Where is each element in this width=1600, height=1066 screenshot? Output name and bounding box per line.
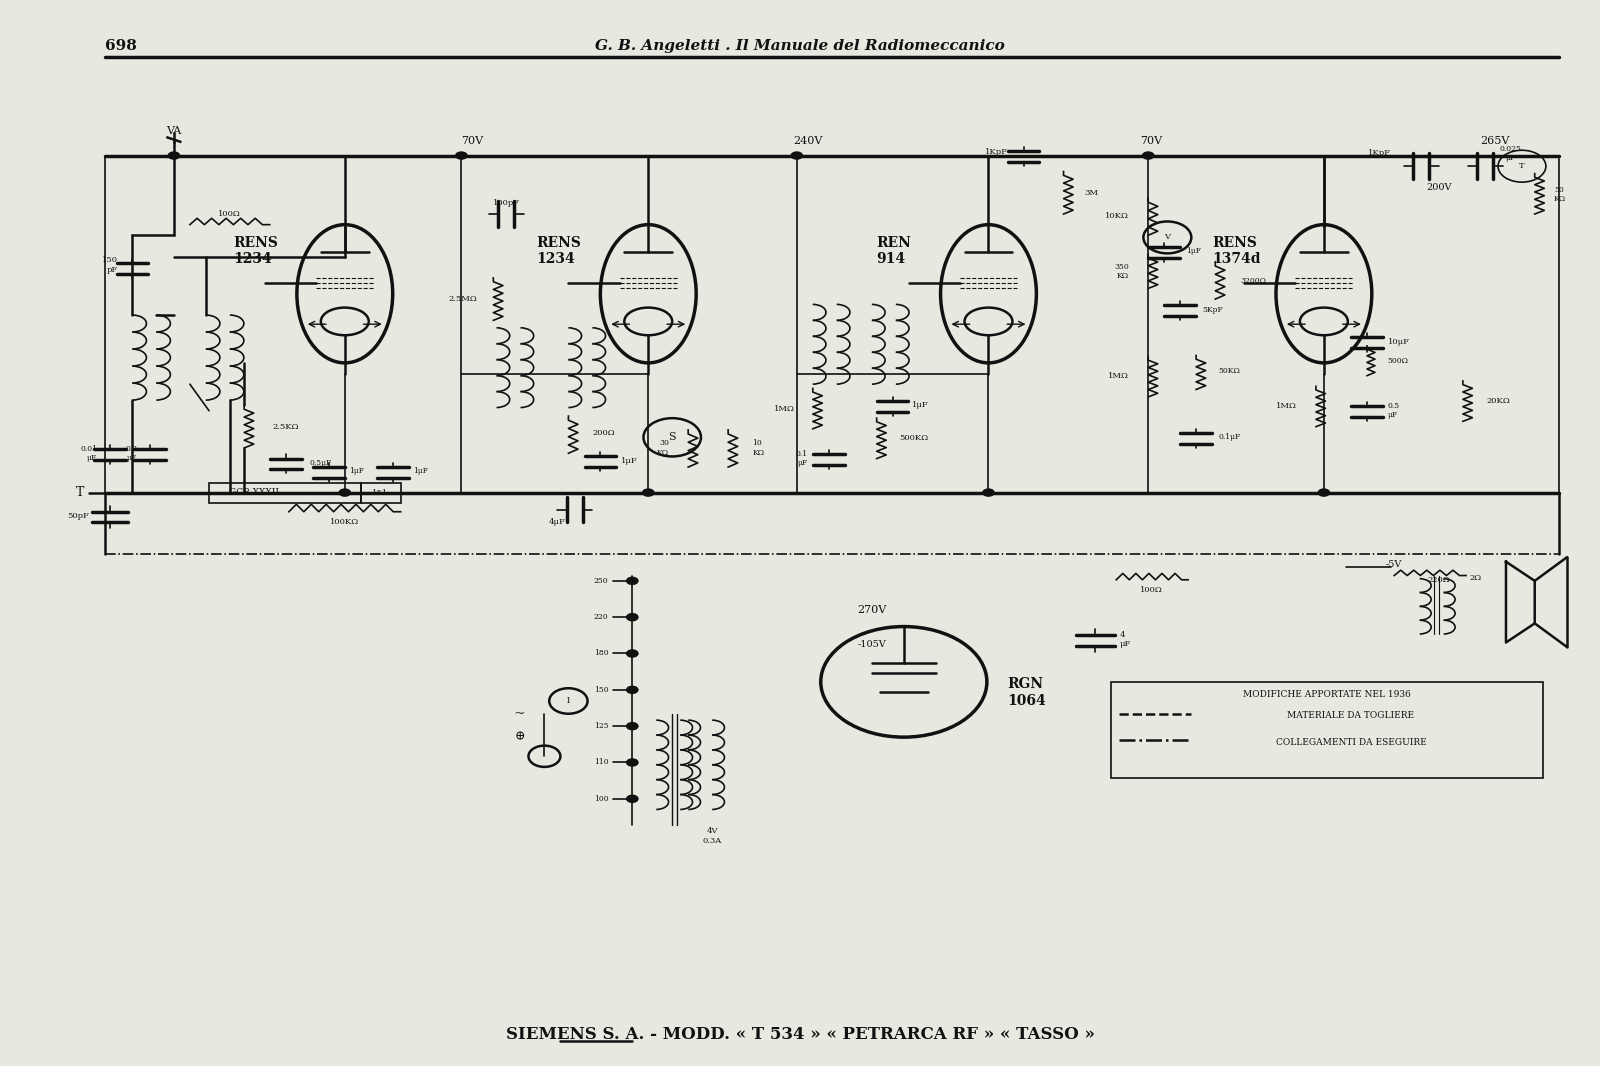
Text: 2Ω: 2Ω [1469, 574, 1482, 582]
Text: 5KpF: 5KpF [1203, 306, 1224, 313]
Text: -105V: -105V [858, 641, 886, 649]
Circle shape [626, 794, 638, 803]
Text: 100KΩ: 100KΩ [330, 518, 360, 527]
Text: 250: 250 [594, 577, 608, 585]
Text: RENS
1234: RENS 1234 [536, 237, 581, 266]
Circle shape [626, 613, 638, 621]
Text: 0.5
μF: 0.5 μF [1387, 402, 1400, 419]
Bar [360, 483, 400, 503]
Text: 1MΩ: 1MΩ [774, 405, 795, 413]
Text: VA: VA [166, 126, 181, 136]
Text: RGN
1064: RGN 1064 [1008, 677, 1046, 708]
Text: 3M: 3M [1085, 189, 1098, 197]
Text: 110: 110 [594, 759, 608, 766]
Text: 1KpF: 1KpF [1368, 149, 1390, 158]
Text: 270V: 270V [858, 604, 886, 615]
Text: ~: ~ [514, 707, 525, 721]
Text: 2.5MΩ: 2.5MΩ [448, 295, 477, 303]
Circle shape [1142, 151, 1155, 160]
Text: GCB XXXII: GCB XXXII [229, 488, 278, 497]
Text: 10KΩ: 10KΩ [1106, 212, 1130, 221]
Text: SIEMENS S. A. - MODD. « T 534 » « PETRARCA RF » « TASSO »: SIEMENS S. A. - MODD. « T 534 » « PETRAR… [506, 1027, 1094, 1044]
Text: 70V: 70V [461, 135, 483, 146]
Circle shape [982, 488, 995, 497]
Text: 1μF: 1μF [912, 402, 928, 409]
Text: G. B. Angeletti . Il Manuale del Radiomeccanico: G. B. Angeletti . Il Manuale del Radiome… [595, 39, 1005, 53]
Text: 4
μF: 4 μF [1120, 631, 1131, 648]
Text: COLLEGAMENTI DA ESEGUIRE: COLLEGAMENTI DA ESEGUIRE [1275, 738, 1427, 747]
Text: 20KΩ: 20KΩ [1486, 398, 1510, 405]
Text: 50KΩ: 50KΩ [1219, 368, 1240, 375]
Text: 1KpF: 1KpF [984, 148, 1008, 157]
Text: 151: 151 [371, 488, 387, 497]
Text: 1MΩ: 1MΩ [1109, 372, 1130, 379]
Circle shape [626, 685, 638, 694]
Text: ⊕: ⊕ [515, 730, 525, 744]
Text: 1μF: 1μF [349, 467, 365, 475]
Text: V: V [1165, 233, 1170, 241]
Text: 100pF: 100pF [493, 199, 520, 208]
Text: 4V
0.3A: 4V 0.3A [702, 827, 722, 844]
Text: REN
914: REN 914 [877, 237, 912, 266]
Bar [1112, 682, 1542, 777]
Circle shape [168, 151, 181, 160]
Text: 100Ω: 100Ω [1141, 586, 1163, 595]
Text: 10
KΩ: 10 KΩ [752, 439, 765, 456]
Text: MATERIALE DA TOGLIERE: MATERIALE DA TOGLIERE [1288, 711, 1414, 721]
Text: 0.01
μF: 0.01 μF [80, 445, 98, 462]
Circle shape [454, 151, 467, 160]
Circle shape [626, 758, 638, 766]
Text: 0.5μF: 0.5μF [310, 458, 331, 467]
Text: 10μF: 10μF [1387, 338, 1410, 345]
Circle shape [626, 722, 638, 730]
Text: 150: 150 [594, 685, 608, 694]
Text: 100: 100 [594, 795, 608, 803]
Circle shape [339, 488, 350, 497]
Text: 0.1μF: 0.1μF [1219, 433, 1240, 441]
Text: 1MΩ: 1MΩ [1275, 403, 1296, 410]
Text: 50
KΩ: 50 KΩ [1554, 187, 1566, 204]
Text: 0.1
μF: 0.1 μF [795, 450, 808, 467]
Text: 30
KΩ: 30 KΩ [658, 439, 669, 456]
Text: MODIFICHE APPORTATE NEL 1936: MODIFICHE APPORTATE NEL 1936 [1243, 690, 1411, 699]
Text: 50pF: 50pF [67, 512, 90, 520]
Text: 150
pF: 150 pF [102, 257, 118, 274]
Text: 1: 1 [566, 697, 571, 705]
Text: 125: 125 [594, 722, 608, 730]
Text: 0.025
μF: 0.025 μF [1499, 145, 1522, 162]
Text: 1μF: 1μF [1187, 247, 1202, 255]
Text: 3200Ω: 3200Ω [1242, 277, 1267, 285]
Text: 265V: 265V [1480, 135, 1509, 146]
Text: 500KΩ: 500KΩ [899, 434, 928, 442]
Text: 220: 220 [594, 613, 608, 621]
Text: T: T [77, 486, 85, 499]
Circle shape [626, 649, 638, 658]
Text: S: S [669, 433, 677, 442]
Bar [210, 483, 360, 503]
Text: 0.2
μF: 0.2 μF [125, 445, 138, 462]
Text: 200Ω: 200Ω [592, 429, 614, 437]
Text: -5V: -5V [1386, 561, 1402, 569]
Text: RENS
1234: RENS 1234 [234, 237, 278, 266]
Circle shape [790, 151, 803, 160]
Text: 4μF: 4μF [549, 518, 566, 527]
Circle shape [626, 577, 638, 585]
Text: 500Ω: 500Ω [1387, 357, 1408, 365]
Text: 698: 698 [106, 39, 138, 53]
Text: 200V: 200V [1426, 183, 1451, 192]
Text: 1μF: 1μF [621, 456, 638, 465]
Circle shape [642, 488, 654, 497]
Text: 180: 180 [594, 649, 608, 658]
Text: 1μF: 1μF [413, 467, 429, 475]
Text: 70V: 70V [1141, 135, 1163, 146]
Text: RENS
1374d: RENS 1374d [1213, 237, 1261, 266]
Text: 2.5KΩ: 2.5KΩ [274, 423, 299, 431]
Text: T: T [1518, 162, 1525, 171]
Text: 100Ω: 100Ω [219, 210, 242, 219]
Text: 240V: 240V [794, 135, 822, 146]
Text: 220Ω: 220Ω [1427, 576, 1450, 584]
Circle shape [1317, 488, 1330, 497]
Text: 350
KΩ: 350 KΩ [1114, 263, 1130, 280]
